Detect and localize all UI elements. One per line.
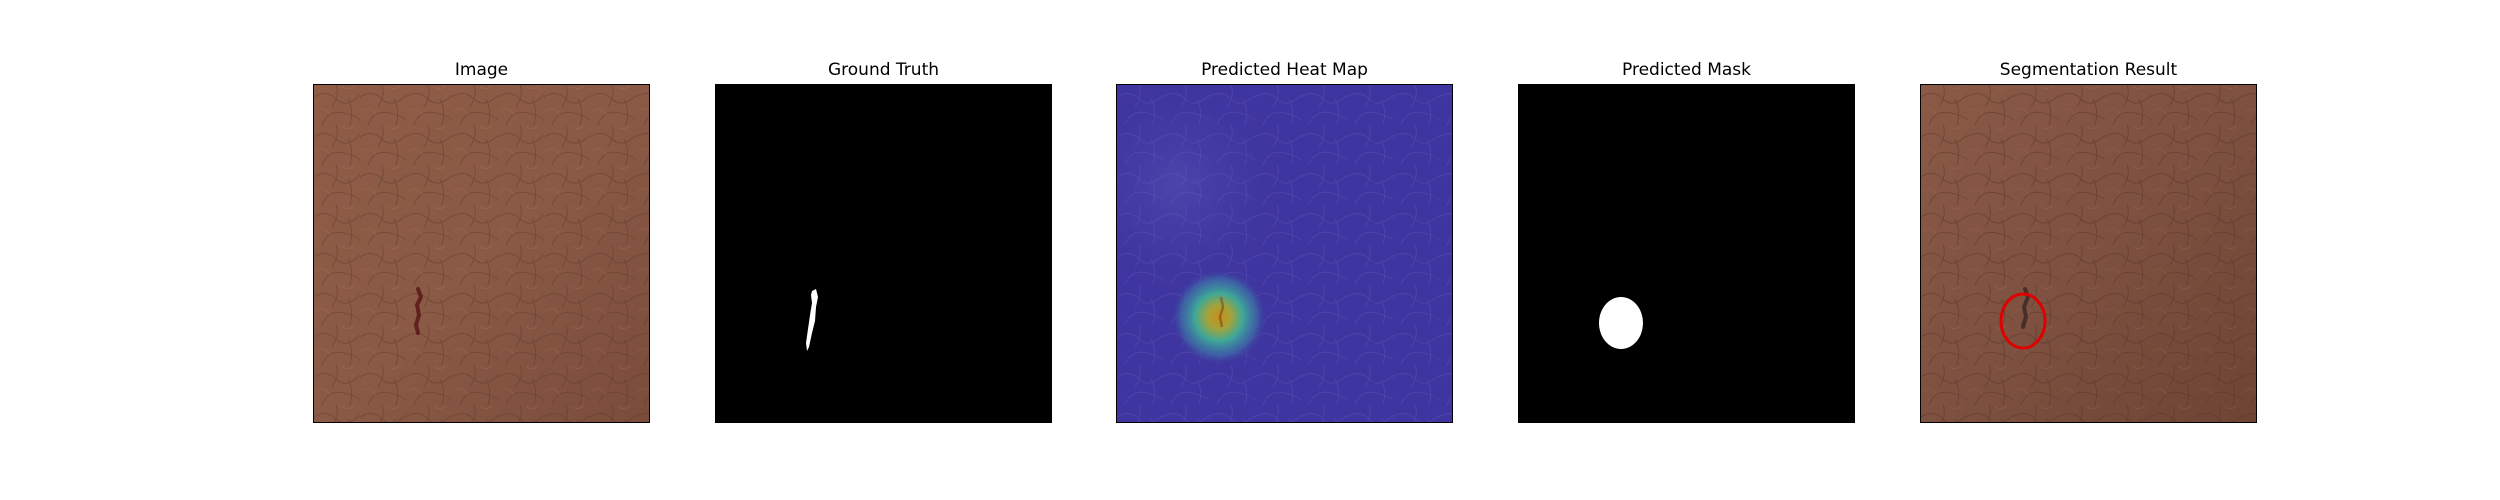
panel-title-image: Image [454,60,509,80]
panel-segmentation-result: Segmentation Result [1920,0,2257,500]
ground-truth-mask [715,84,1052,423]
defect-scratch [413,287,424,335]
predicted-mask [1518,84,1855,423]
panel-predicted-mask: Predicted Mask [1518,0,1855,500]
panel-title-predicted-mask: Predicted Mask [1622,60,1751,80]
panel-title-ground-truth: Ground Truth [827,60,940,80]
panel-title-heat-map: Predicted Heat Map [1201,60,1368,80]
ground-truth-defect-region [806,289,818,351]
panel-ground-truth: Ground Truth [715,0,1052,500]
panel-title-segmentation-result: Segmentation Result [1999,60,2178,80]
leather-image [313,84,650,423]
predicted-heat-map [1116,84,1453,423]
panel-heat-map: Predicted Heat Map [1116,0,1453,500]
segmentation-result [1920,84,2257,423]
panel-image: Image [313,0,650,500]
predicted-defect-region [1599,297,1643,349]
segmentation-contour [1999,292,2047,350]
